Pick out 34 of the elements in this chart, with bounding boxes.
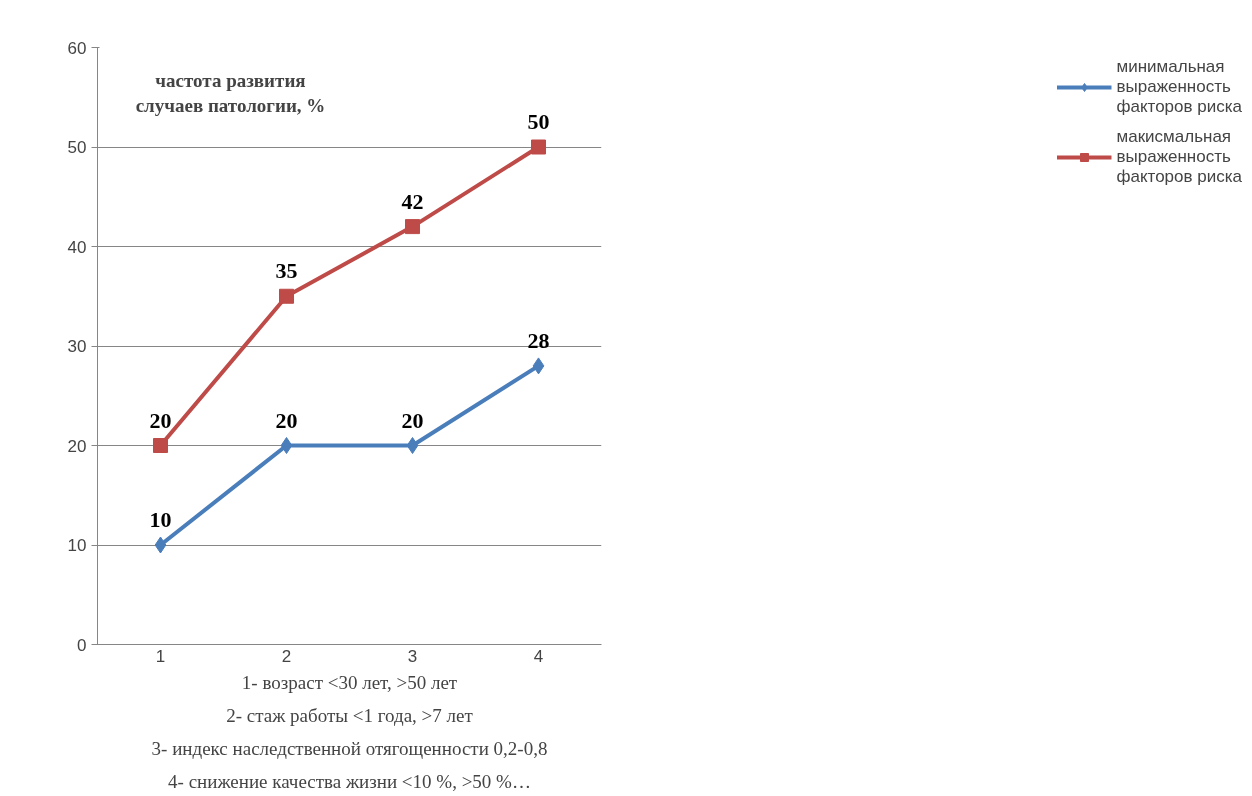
x-tick-label: 4 bbox=[533, 646, 544, 666]
point bbox=[532, 357, 545, 375]
text: 2- стаж работы <1 года, >7 лет bbox=[226, 704, 474, 726]
y-tick-label: 50 bbox=[67, 138, 87, 157]
point bbox=[405, 219, 420, 235]
point bbox=[406, 437, 419, 454]
y-tick-label: 40 bbox=[67, 237, 87, 257]
point bbox=[279, 288, 294, 304]
x-tick-label: 1 bbox=[155, 646, 166, 666]
data-label: 35 bbox=[275, 258, 298, 284]
y-tick-label: 0 bbox=[77, 635, 87, 655]
data-label: 28 bbox=[527, 327, 550, 353]
y-tick-label: 10 bbox=[67, 536, 87, 555]
text: 4- снижение качества жизни <10 %, >50 %… bbox=[168, 770, 531, 792]
point bbox=[280, 437, 293, 454]
y-tick-label: 30 bbox=[67, 337, 87, 356]
x-tick-label: 2 bbox=[281, 646, 292, 666]
data-label: 10 bbox=[149, 507, 172, 532]
text: 3- индекс наследственной отягощенности 0,2-0,8 bbox=[151, 737, 548, 759]
data-label: 20 bbox=[275, 407, 298, 433]
x-tick-label: 3 bbox=[407, 646, 418, 666]
data-label: 20 bbox=[401, 407, 424, 433]
text: 1- возраст <30 лет, >50 лет bbox=[241, 671, 458, 693]
data-label: 42 bbox=[401, 188, 424, 214]
y-tick-label: 20 bbox=[67, 436, 87, 456]
data-label: 50 bbox=[527, 109, 550, 134]
y-tick-label: 60 bbox=[67, 38, 87, 58]
data-label: 20 bbox=[149, 407, 172, 433]
legend-label: макисмальная выраженность факторов риска bbox=[1116, 127, 1242, 187]
point bbox=[531, 139, 546, 155]
y-axis-title: частота развития случаев патологии, % bbox=[135, 69, 326, 116]
point bbox=[153, 438, 168, 453]
legend-label: минимальная выраженность факторов риска bbox=[1116, 57, 1242, 117]
point bbox=[154, 536, 167, 554]
